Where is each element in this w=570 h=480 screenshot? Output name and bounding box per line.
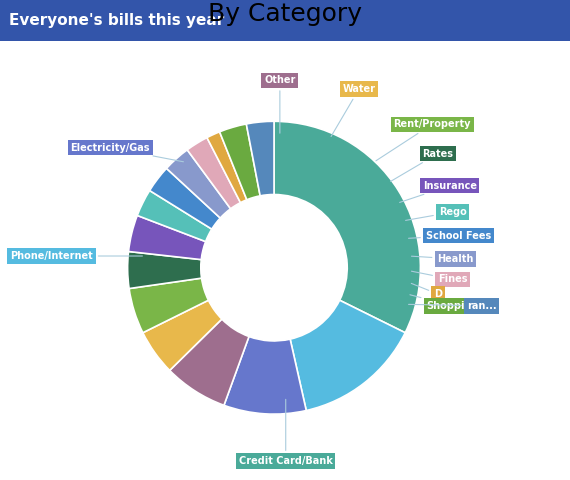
Text: ran...: ran... — [409, 301, 496, 311]
Text: Rates: Rates — [390, 148, 454, 181]
Text: School Fees: School Fees — [409, 230, 491, 240]
Wedge shape — [187, 138, 241, 209]
Wedge shape — [143, 300, 222, 371]
Text: Shopping: Shopping — [410, 295, 479, 311]
Wedge shape — [207, 132, 247, 203]
Text: Rego: Rego — [406, 207, 466, 220]
Text: Insurance: Insurance — [400, 181, 477, 203]
Wedge shape — [246, 121, 274, 196]
Wedge shape — [137, 191, 212, 241]
Text: Water: Water — [331, 84, 376, 136]
Text: D: D — [412, 283, 442, 299]
Wedge shape — [290, 300, 405, 410]
Text: Electricity/Gas: Electricity/Gas — [70, 143, 184, 162]
Wedge shape — [129, 278, 209, 333]
Wedge shape — [219, 124, 260, 200]
Wedge shape — [274, 121, 421, 333]
Wedge shape — [170, 319, 249, 405]
Text: Phone/Internet: Phone/Internet — [10, 251, 142, 261]
Wedge shape — [166, 150, 231, 218]
Wedge shape — [128, 252, 202, 288]
Title: By Category: By Category — [208, 2, 362, 26]
Text: Fines: Fines — [412, 271, 467, 285]
Text: Credit Card/Bank: Credit Card/Bank — [239, 399, 333, 466]
Text: Health: Health — [412, 254, 474, 264]
Wedge shape — [128, 216, 206, 260]
Text: Other: Other — [264, 75, 296, 133]
Text: Rent/Property: Rent/Property — [376, 119, 471, 161]
Wedge shape — [149, 168, 220, 229]
Text: Everyone's bills this year: Everyone's bills this year — [9, 13, 224, 28]
Wedge shape — [224, 336, 306, 414]
